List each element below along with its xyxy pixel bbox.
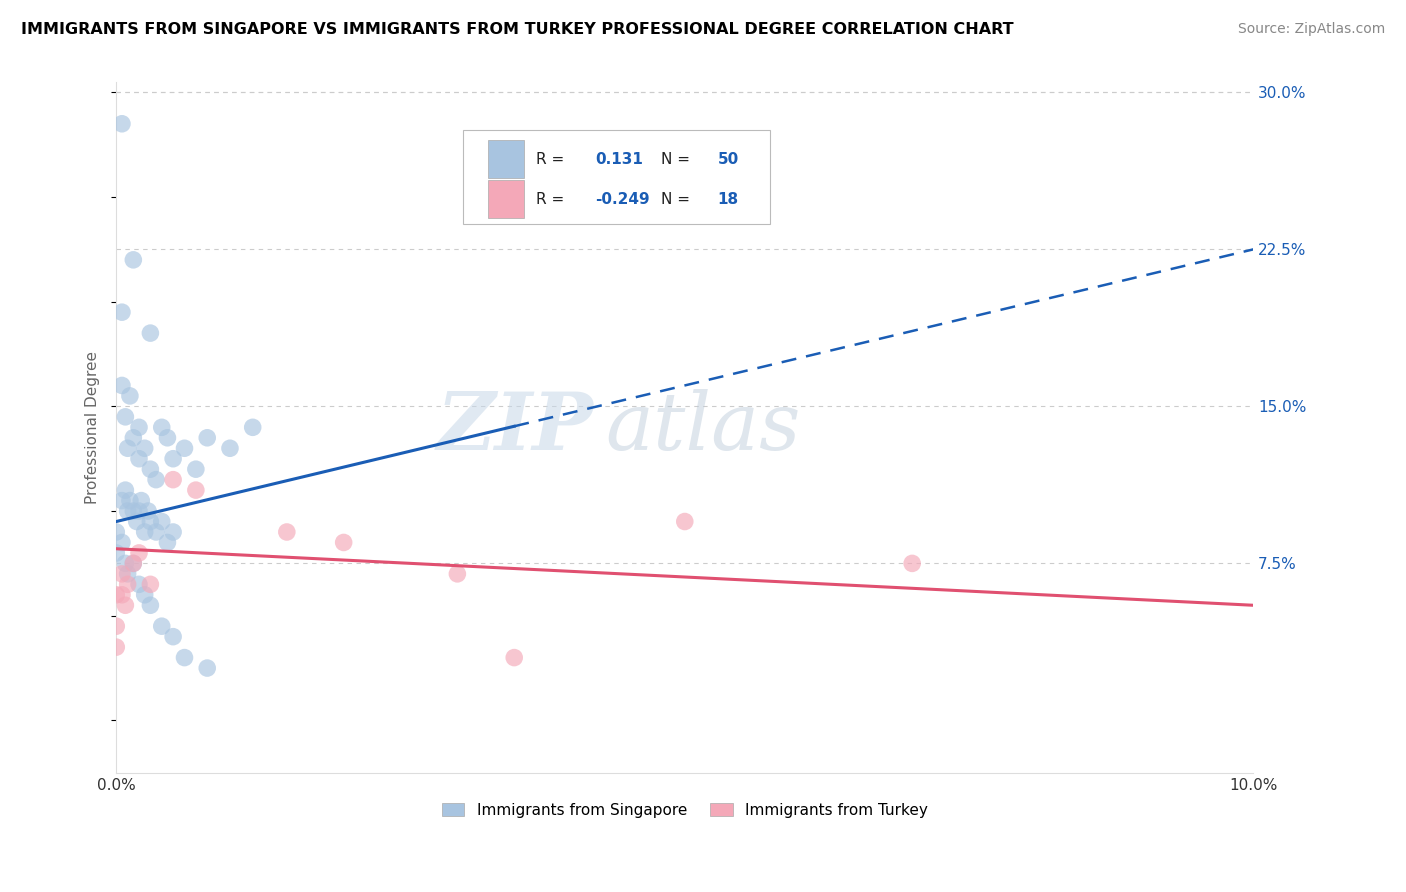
Point [105, 588, 128, 602]
Point [134, 524, 156, 539]
Text: R =: R = [536, 152, 569, 167]
Point [145, 524, 167, 539]
Point [150, 420, 173, 434]
Point [150, 515, 173, 529]
Point [128, 504, 150, 518]
Point [114, 599, 136, 613]
Point [139, 515, 162, 529]
Point [111, 566, 134, 581]
Point [111, 117, 134, 131]
Point [503, 650, 526, 665]
Point [122, 431, 145, 445]
Point [162, 473, 184, 487]
Text: Source: ZipAtlas.com: Source: ZipAtlas.com [1237, 22, 1385, 37]
Point [134, 588, 156, 602]
Text: N =: N = [661, 192, 695, 207]
Point [125, 515, 148, 529]
Point [118, 493, 141, 508]
Point [105, 546, 128, 560]
Point [111, 535, 134, 549]
Point [117, 566, 139, 581]
Point [219, 442, 242, 456]
Point [150, 619, 173, 633]
Point [156, 431, 179, 445]
Point [145, 473, 167, 487]
Point [173, 650, 195, 665]
Point [105, 524, 128, 539]
Text: N =: N = [661, 152, 695, 167]
Point [111, 588, 134, 602]
Point [122, 252, 145, 267]
Point [195, 661, 218, 675]
Point [117, 504, 139, 518]
Text: atlas: atlas [605, 389, 800, 466]
Point [139, 599, 162, 613]
Point [139, 326, 162, 340]
Point [139, 462, 162, 476]
Y-axis label: Professional Degree: Professional Degree [86, 351, 100, 504]
Point [128, 451, 150, 466]
Point [173, 442, 195, 456]
Legend: Immigrants from Singapore, Immigrants from Turkey: Immigrants from Singapore, Immigrants fr… [436, 797, 934, 824]
Point [122, 557, 145, 571]
Point [673, 515, 696, 529]
Point [901, 557, 924, 571]
Point [117, 577, 139, 591]
Text: ZIP: ZIP [437, 389, 593, 466]
Point [128, 577, 150, 591]
Text: 50: 50 [717, 152, 740, 167]
Text: IMMIGRANTS FROM SINGAPORE VS IMMIGRANTS FROM TURKEY PROFESSIONAL DEGREE CORRELAT: IMMIGRANTS FROM SINGAPORE VS IMMIGRANTS … [21, 22, 1014, 37]
Point [195, 431, 218, 445]
Point [156, 535, 179, 549]
Point [134, 442, 156, 456]
Point [184, 483, 207, 497]
Text: 18: 18 [717, 192, 740, 207]
Point [111, 378, 134, 392]
Point [128, 546, 150, 560]
Point [122, 504, 145, 518]
Point [139, 577, 162, 591]
Text: R =: R = [536, 192, 569, 207]
Point [184, 462, 207, 476]
Point [114, 557, 136, 571]
Point [129, 493, 152, 508]
Point [117, 442, 139, 456]
Point [105, 619, 128, 633]
Point [111, 493, 134, 508]
Point [114, 409, 136, 424]
Point [162, 451, 184, 466]
FancyBboxPatch shape [463, 130, 770, 224]
Point [332, 535, 354, 549]
Point [111, 305, 134, 319]
Point [242, 420, 264, 434]
Point [276, 524, 298, 539]
Point [114, 483, 136, 497]
Point [446, 566, 468, 581]
Point [105, 640, 128, 654]
Point [118, 389, 141, 403]
FancyBboxPatch shape [488, 140, 524, 178]
Point [162, 524, 184, 539]
Text: 0.131: 0.131 [595, 152, 643, 167]
Point [122, 557, 145, 571]
FancyBboxPatch shape [488, 180, 524, 219]
Point [128, 420, 150, 434]
Point [162, 630, 184, 644]
Point [136, 504, 159, 518]
Text: -0.249: -0.249 [595, 192, 650, 207]
